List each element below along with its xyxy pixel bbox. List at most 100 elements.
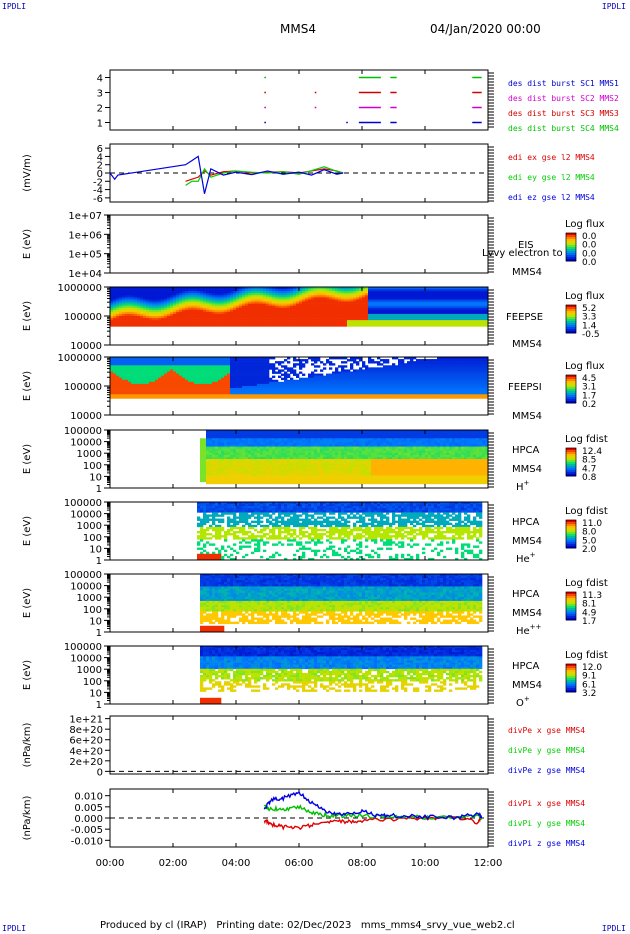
spectrogram-pixel [338, 305, 342, 309]
spectrogram-pixel [140, 394, 144, 397]
spectrogram-pixel [371, 361, 375, 364]
spectrogram-pixel [341, 301, 345, 304]
spectrogram-pixel [230, 320, 234, 323]
spectrogram-pixel [206, 357, 210, 360]
spectrogram-pixel [416, 318, 420, 321]
spectrogram-pixel [446, 318, 450, 321]
spectrogram-pixel [371, 369, 375, 372]
spectrogram-pixel [374, 307, 378, 311]
spectrogram-pixel [284, 377, 288, 381]
spectrogram-pixel [116, 307, 120, 311]
spectrogram-pixel [113, 303, 117, 306]
spectrogram-pixel [446, 394, 450, 397]
spectrogram-pixel [179, 324, 183, 327]
spectrogram-pixel [170, 324, 174, 327]
spectrogram-pixel [248, 373, 252, 376]
spectrogram-pixel [362, 303, 366, 306]
spectrogram-pixel [419, 287, 423, 290]
spectrogram-pixel [113, 305, 117, 309]
spectrogram-pixel [284, 305, 288, 309]
spectrogram-pixel [164, 369, 168, 372]
spectrogram-pixel [443, 303, 447, 306]
spectrogram-pixel [329, 301, 333, 304]
spectrogram-pixel [350, 301, 354, 304]
spectrogram-pixel [323, 289, 327, 292]
spectrogram-pixel [326, 313, 330, 317]
spectrogram-pixel [179, 316, 183, 319]
spectrogram-pixel [257, 381, 261, 385]
spectrogram-pixel [149, 373, 153, 376]
spectrogram-pixel [224, 396, 228, 399]
spectrogram-pixel [197, 297, 201, 300]
spectrogram-pixel [386, 383, 390, 387]
spectrogram-pixel [227, 373, 231, 376]
spectrogram-pixel [302, 307, 306, 311]
spectrogram-pixel [449, 299, 453, 302]
spectrogram-pixel [392, 287, 396, 290]
spectrogram-pixel [221, 392, 225, 395]
spectrogram-pixel [269, 309, 273, 313]
spectrogram-pixel [413, 293, 417, 296]
spectrogram-pixel [326, 383, 330, 387]
spectrogram-pixel [197, 316, 201, 319]
spectrogram-pixel [389, 388, 393, 391]
colorbar-cell [566, 233, 576, 236]
spectrogram-pixel [425, 388, 429, 391]
spectrogram-pixel [158, 359, 162, 362]
spectrogram-pixel [446, 320, 450, 323]
spectrogram-pixel [377, 307, 381, 311]
spectrogram-pixel [257, 396, 261, 399]
spectrogram-pixel [329, 390, 333, 393]
spectrogram-pixel [143, 316, 147, 319]
spectrogram-pixel [236, 390, 240, 393]
spectrogram-pixel [233, 363, 237, 366]
spectrogram-pixel [206, 379, 210, 383]
spectrogram-pixel [113, 322, 117, 325]
spectrogram-pixel [197, 365, 201, 368]
spectrogram-pixel [434, 359, 438, 362]
spectrogram-pixel [266, 357, 270, 360]
colorbar-tick-label: -0.5 [582, 330, 600, 340]
spectrogram-pixel [206, 369, 210, 372]
spectrogram-pixel [323, 303, 327, 306]
spectrogram-pixel [413, 291, 417, 294]
spectrogram-pixel [308, 318, 312, 321]
spectrogram-pixel [431, 318, 435, 321]
spectrogram-pixel [347, 291, 351, 294]
spectrogram-pixel [239, 307, 243, 311]
spectrogram-pixel [338, 365, 342, 368]
spectrogram-pixel [437, 367, 441, 370]
spectrogram-pixel [161, 313, 165, 317]
spectrogram-pixel [170, 357, 174, 360]
spectrogram-pixel [278, 375, 282, 379]
spectrogram-pixel [293, 383, 297, 387]
spectrogram-pixel [443, 367, 447, 370]
spectrogram-pixel [212, 363, 216, 366]
spectrogram-pixel [254, 291, 258, 294]
spectrogram-pixel [377, 396, 381, 399]
spectrogram-pixel [272, 301, 276, 304]
spectrogram-pixel [368, 361, 372, 364]
burst-panel-frame [109, 69, 489, 131]
spectrogram-pixel [284, 392, 288, 395]
spectrogram-pixel [233, 295, 237, 298]
spectrogram-pixel [152, 371, 156, 374]
spectrogram-pixel [464, 363, 468, 366]
spectrogram-pixel [332, 320, 336, 323]
spectrogram-pixel [143, 359, 147, 362]
spectrogram-pixel [185, 301, 189, 304]
spectrogram-pixel [362, 311, 366, 315]
spectrogram-pixel [218, 320, 222, 323]
spectrogram-pixel [206, 297, 210, 300]
spectrogram-pixel [323, 311, 327, 315]
spectrogram-pixel [329, 316, 333, 319]
spectrogram-pixel [119, 361, 123, 364]
spectrogram-pixel [236, 297, 240, 300]
spectrogram-pixel [245, 371, 249, 374]
spectrogram-pixel [218, 301, 222, 304]
spectrogram-pixel [479, 301, 483, 304]
spectrogram-pixel [386, 379, 390, 383]
spectrogram-pixel [119, 297, 123, 300]
spectrogram-pixel [410, 361, 414, 364]
spectrogram-pixel [314, 369, 318, 372]
